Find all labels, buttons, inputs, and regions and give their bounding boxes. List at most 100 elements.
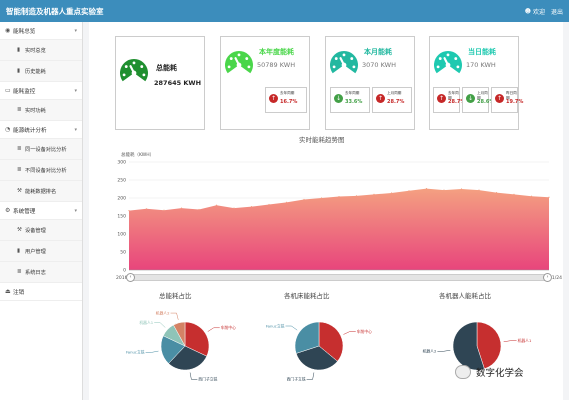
gauge-icon	[434, 51, 462, 74]
sidebar-subitem-label: 实时功耗	[25, 107, 46, 114]
data-point	[180, 207, 183, 209]
pie-label-line	[503, 340, 517, 343]
sidebar-item-label: 能耗总览	[13, 28, 36, 35]
data-point	[373, 193, 375, 195]
chevron-down-icon: ▾	[74, 207, 77, 214]
data-point	[268, 203, 270, 206]
data-zoom-slider[interactable]: ‹ ›	[126, 273, 552, 282]
comparison-percent: 33.6%	[345, 99, 363, 105]
comparison-label: 去年同期	[448, 91, 459, 100]
pie-label-line	[437, 349, 451, 352]
pie-slice-label: 机器人1	[518, 338, 532, 343]
sidebar-subitem[interactable]: ⚒ 能耗数据排名	[0, 181, 82, 202]
list-icon: ≣	[17, 269, 22, 275]
data-point	[478, 189, 480, 191]
comparison-percent: 28.7%	[387, 99, 405, 105]
sidebar-subitem[interactable]: ▮ 用户管理	[0, 241, 82, 262]
sidebar-subitem[interactable]: ≣ 系统日志	[0, 262, 82, 283]
sidebar-subitem-label: 实时总览	[25, 47, 46, 54]
area-series	[129, 188, 549, 270]
data-point	[303, 198, 305, 201]
data-point	[233, 207, 235, 209]
sidebar-subitem[interactable]: ≣ 实时功耗	[0, 100, 82, 121]
card-value: 50789 KWH	[257, 61, 296, 69]
sidebar-subitem[interactable]: ⚒ 设备管理	[0, 220, 82, 241]
comparison-percent: 16.7%	[280, 99, 298, 105]
data-point	[145, 208, 148, 210]
user-menu[interactable]: ☻ 欢迎	[525, 7, 545, 16]
pie-slice-label: 车削中心	[357, 329, 372, 334]
y-tick-label: 150	[117, 214, 126, 220]
user-label: 欢迎	[532, 8, 545, 16]
comparison-label: 去年同期	[280, 91, 295, 95]
pie-slice-label: Fanuc立铣	[266, 323, 285, 328]
pie-slice-label: 机器人1	[139, 320, 153, 325]
stat-card-0: 总能耗 287645 KWH	[115, 36, 205, 130]
watermark: 数字化学会	[455, 365, 524, 379]
y-tick-label: 300	[117, 160, 126, 166]
trend-chart: 总能耗（KWH）0501001502002503002016/10/312016…	[116, 151, 562, 281]
user-icon: ☻	[524, 7, 531, 15]
data-point	[460, 188, 463, 190]
main-content: 总能耗 287645 KWH 本年度能耗 50789 KWH ↑ 去年同期 16.7% 本月能…	[89, 22, 563, 400]
pie-label-line	[285, 325, 298, 331]
pie-slice	[294, 321, 320, 354]
comparison-percent: 28.6%	[477, 99, 495, 105]
pie-label-line	[306, 372, 315, 380]
data-point	[163, 209, 165, 211]
sidebar-item-0[interactable]: ◉ 能耗总览 ▾	[0, 22, 82, 40]
arrow-down-icon: ↓	[466, 94, 475, 103]
arrow-down-icon: ↓	[334, 94, 343, 103]
wrench-icon: ⚒	[17, 227, 22, 233]
slider-right-handle[interactable]: ›	[543, 273, 552, 282]
data-point	[530, 195, 533, 197]
pie-slice	[318, 321, 344, 362]
pie-label-line	[343, 331, 356, 335]
sidebar-subitem-label: 用户管理	[25, 248, 46, 255]
sidebar-subitem[interactable]: ▮ 实时总览	[0, 40, 82, 61]
comparison-box: ↓ 上月同期 28.6%	[462, 87, 494, 113]
pie-icon: ◔	[5, 126, 11, 133]
comparison-box: ↑ 昨日同期 19.7%	[491, 87, 523, 113]
data-point	[215, 204, 218, 206]
wrench-icon: ⚒	[17, 188, 22, 194]
sidebar-subitem-label: 能耗数据排名	[25, 188, 57, 195]
sidebar-item-label: 注销	[13, 289, 25, 296]
pie-label-line	[207, 327, 220, 332]
gauge-icon	[225, 51, 253, 74]
sidebar-subitem[interactable]: ≣ 不同设备对比分析	[0, 160, 82, 181]
card-value: 3070 KWH	[362, 61, 396, 69]
data-point	[338, 195, 340, 198]
data-point	[425, 188, 428, 190]
pie-label-line	[154, 322, 166, 328]
sidebar-item-3[interactable]: ⚙ 系统管理 ▾	[0, 202, 82, 220]
slider-left-handle[interactable]: ‹	[126, 273, 135, 282]
pie-slice	[295, 345, 338, 371]
sidebar-item-1[interactable]: ▭ 能耗监控 ▾	[0, 82, 82, 100]
card-title: 当日能耗	[468, 48, 496, 56]
arrow-up-icon: ↑	[495, 94, 504, 103]
list-icon: ≣	[17, 146, 22, 152]
pie-chart-title: 各机器人能耗占比	[439, 292, 491, 300]
y-tick-label: 250	[117, 178, 126, 184]
sidebar-item-label: 系统管理	[13, 208, 36, 215]
data-point	[513, 193, 515, 195]
arrow-up-icon: ↑	[269, 94, 278, 103]
sidebar-subitem[interactable]: ≣ 同一设备对比分析	[0, 139, 82, 160]
card-title: 本年度能耗	[259, 48, 294, 56]
trend-chart-title: 实时能耗趋势图	[299, 136, 345, 144]
monitor-icon: ▭	[5, 87, 11, 94]
logout-link[interactable]: 退出	[550, 8, 563, 16]
y-tick-label: 200	[117, 196, 126, 202]
sidebar-item-4[interactable]: ⏏ 注销	[0, 283, 82, 301]
data-point	[285, 201, 288, 203]
bar-chart-icon: ▮	[17, 47, 21, 53]
arrow-up-icon: ↑	[376, 94, 385, 103]
y-tick-label: 0	[123, 268, 126, 274]
gauge-icon	[330, 51, 358, 74]
sidebar-subitem[interactable]: ▮ 历史能耗	[0, 61, 82, 82]
pie-slice	[476, 321, 502, 370]
sidebar-item-2[interactable]: ◔ 能源统计分析 ▾	[0, 121, 82, 139]
